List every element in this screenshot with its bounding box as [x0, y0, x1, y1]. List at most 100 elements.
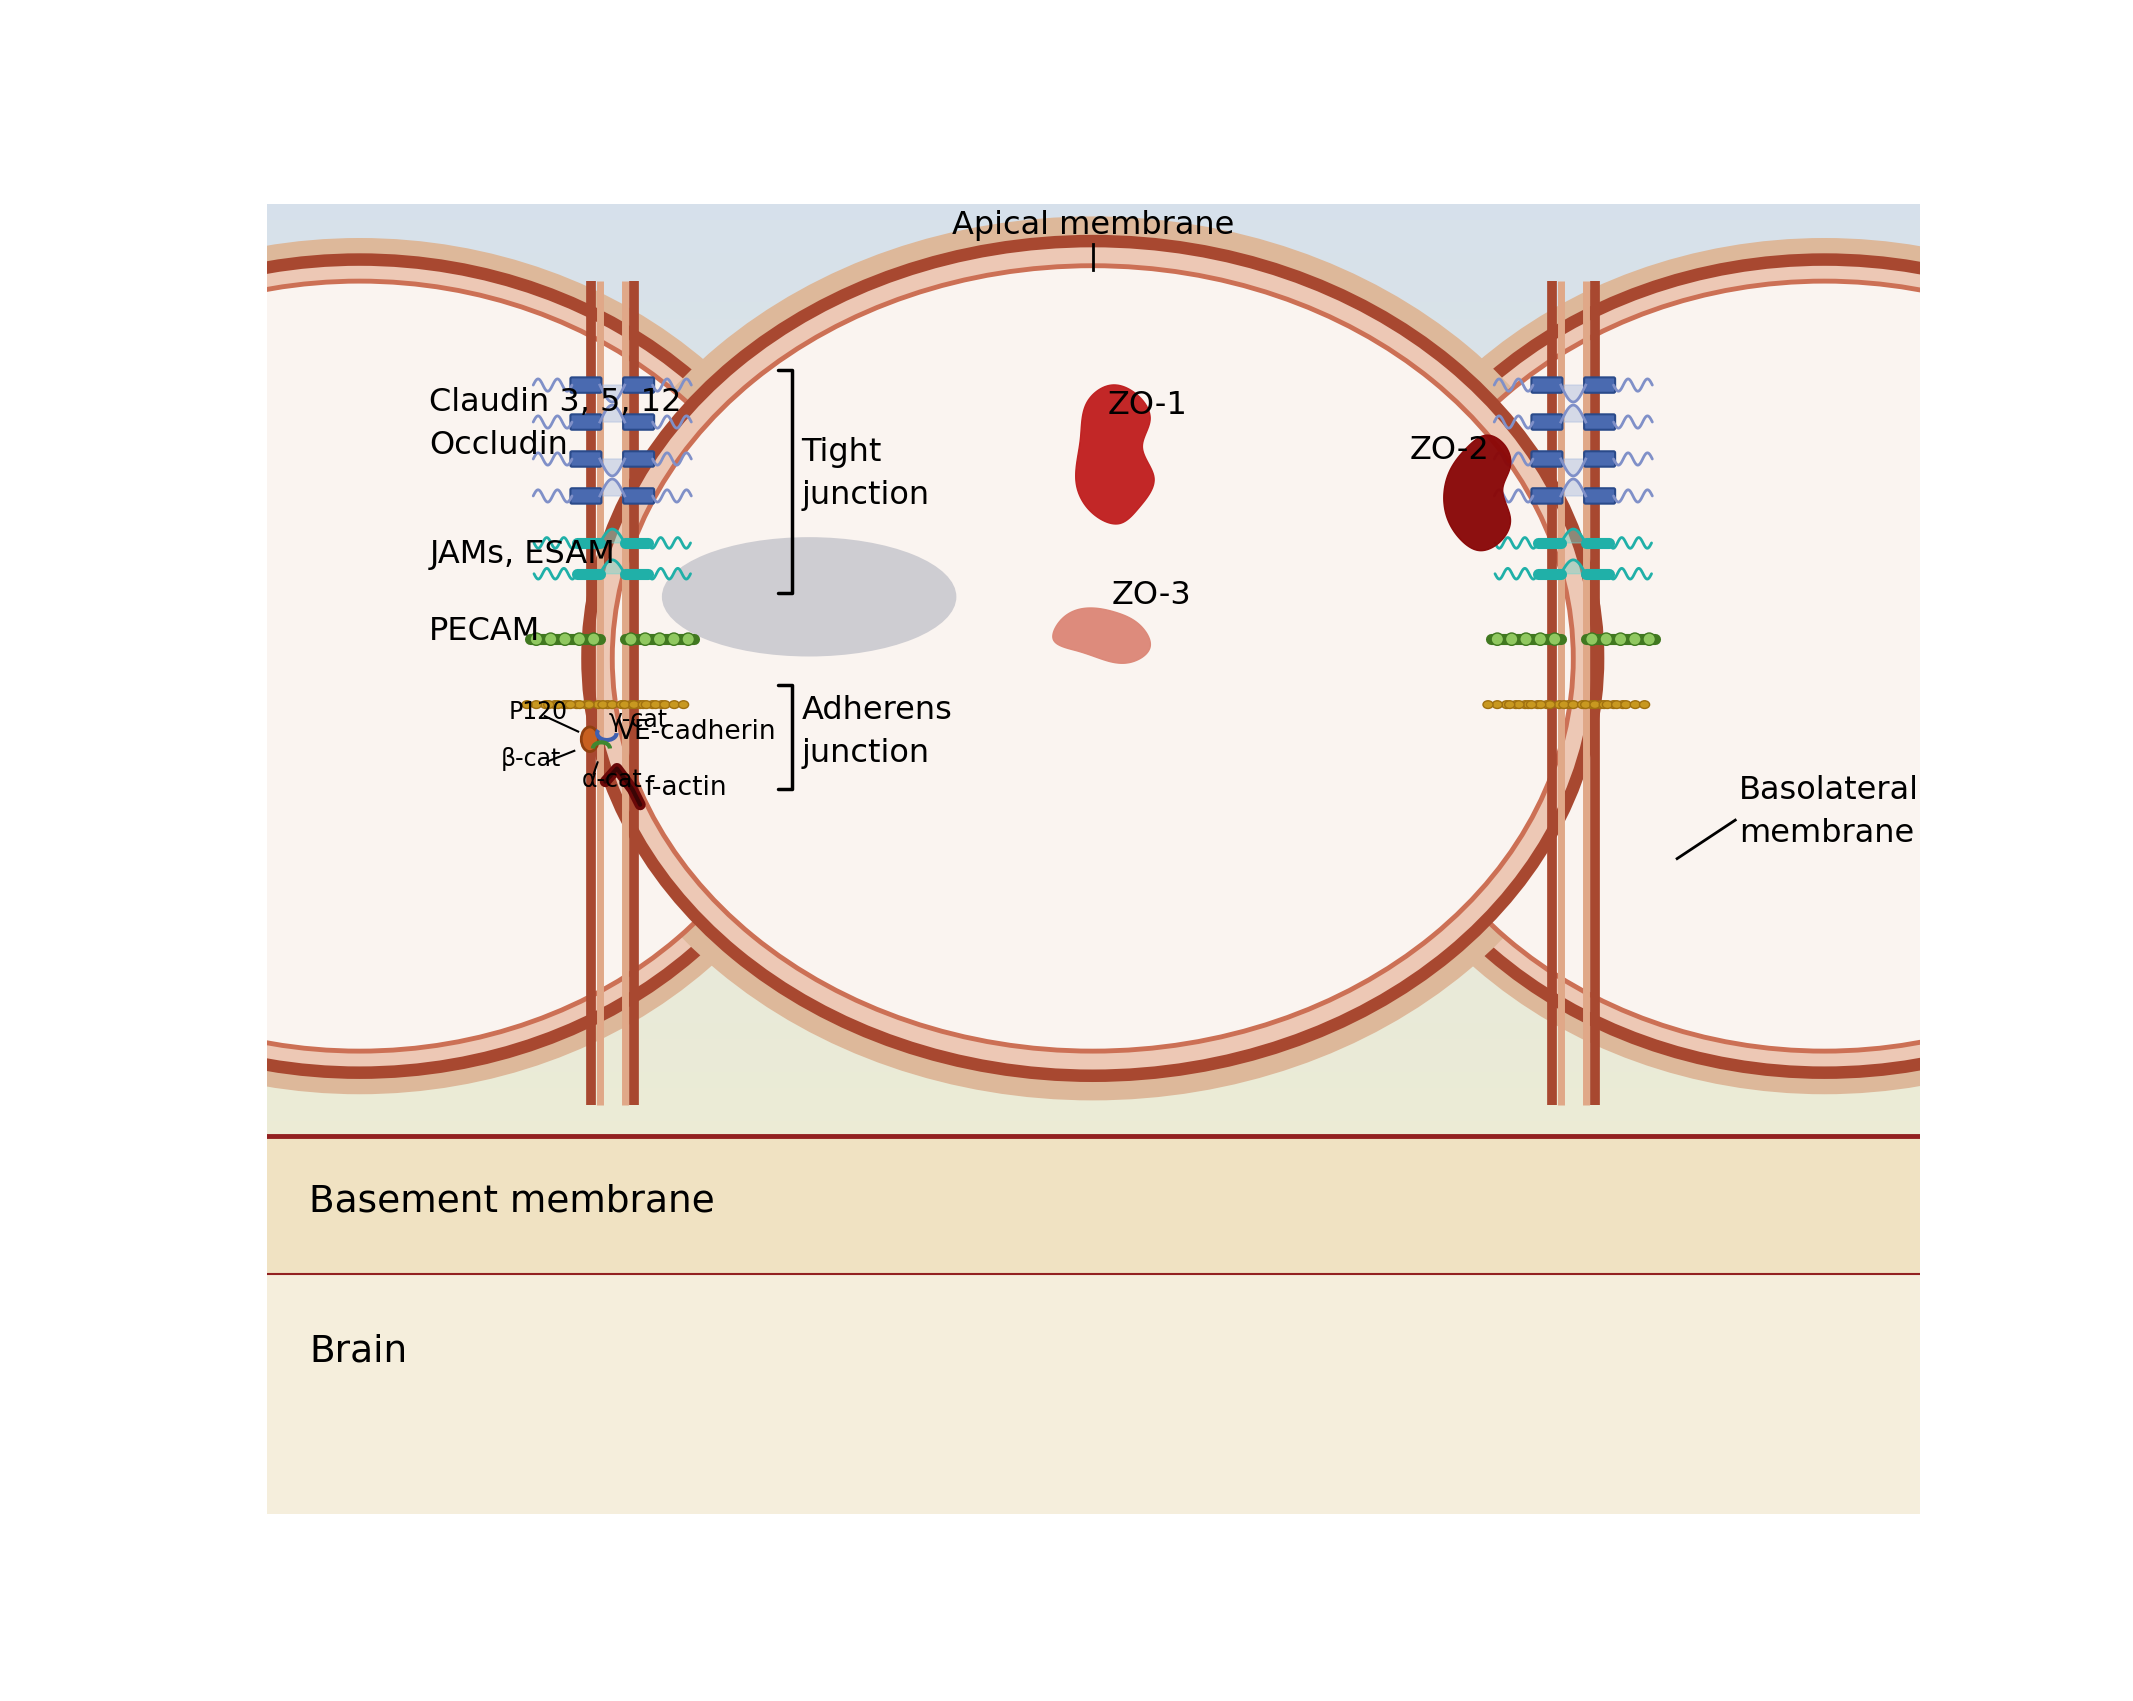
Bar	[267, 335, 1920, 352]
Ellipse shape	[1523, 701, 1534, 709]
Polygon shape	[1561, 560, 1585, 573]
Ellipse shape	[587, 242, 1598, 1075]
Ellipse shape	[1600, 701, 1608, 709]
Circle shape	[574, 633, 587, 645]
Polygon shape	[599, 480, 625, 497]
Polygon shape	[599, 529, 625, 543]
Ellipse shape	[1504, 701, 1514, 709]
Ellipse shape	[1521, 701, 1529, 709]
Ellipse shape	[1608, 701, 1619, 709]
Text: ZO-2: ZO-2	[1410, 435, 1489, 466]
Bar	[267, 1187, 1920, 1204]
Bar	[267, 236, 1920, 253]
Ellipse shape	[638, 701, 648, 709]
Bar	[267, 973, 1920, 990]
Text: Adherens
junction: Adherens junction	[802, 696, 951, 769]
Ellipse shape	[597, 701, 608, 709]
Polygon shape	[1054, 607, 1150, 663]
Text: Claudin 3, 5, 12
Occludin: Claudin 3, 5, 12 Occludin	[429, 386, 683, 461]
Circle shape	[559, 633, 572, 645]
Bar	[267, 1351, 1920, 1368]
Ellipse shape	[1559, 701, 1570, 709]
Text: f-actin: f-actin	[644, 774, 727, 801]
Ellipse shape	[1589, 701, 1600, 709]
FancyBboxPatch shape	[1531, 415, 1563, 430]
Bar	[267, 367, 1920, 384]
Bar	[267, 810, 1920, 827]
Bar	[267, 777, 1920, 794]
FancyBboxPatch shape	[1585, 451, 1615, 466]
Bar	[267, 1203, 1920, 1220]
Ellipse shape	[648, 701, 657, 709]
Bar	[267, 1089, 1920, 1106]
Ellipse shape	[531, 701, 542, 709]
Bar	[267, 1138, 1920, 1155]
Bar	[267, 679, 1920, 696]
Ellipse shape	[621, 701, 629, 709]
Ellipse shape	[1376, 281, 2133, 1051]
Text: ZO-1: ZO-1	[1107, 390, 1188, 422]
Ellipse shape	[1542, 701, 1553, 709]
Bar	[267, 1432, 1920, 1449]
Ellipse shape	[1617, 701, 1627, 709]
Bar	[267, 663, 1920, 680]
Circle shape	[1585, 633, 1598, 645]
Bar	[267, 629, 1920, 646]
FancyBboxPatch shape	[1585, 415, 1615, 430]
Text: PECAM: PECAM	[429, 616, 540, 646]
Circle shape	[683, 633, 695, 645]
Bar	[267, 941, 1920, 958]
FancyBboxPatch shape	[1531, 451, 1563, 466]
Ellipse shape	[1602, 701, 1613, 709]
Ellipse shape	[552, 701, 563, 709]
Polygon shape	[1561, 459, 1585, 476]
Ellipse shape	[678, 701, 689, 709]
Circle shape	[1630, 633, 1640, 645]
Text: Basement membrane: Basement membrane	[309, 1184, 715, 1220]
Bar	[267, 1284, 1920, 1301]
Bar	[267, 1007, 1920, 1024]
Ellipse shape	[544, 701, 555, 709]
Circle shape	[1549, 633, 1561, 645]
Bar	[267, 1055, 1920, 1073]
Text: VE-cadherin: VE-cadherin	[616, 720, 776, 745]
Bar	[267, 1334, 1920, 1351]
Ellipse shape	[550, 701, 561, 709]
Bar	[267, 286, 1920, 303]
Circle shape	[1600, 633, 1613, 645]
Ellipse shape	[0, 260, 832, 1073]
Circle shape	[625, 633, 638, 645]
Ellipse shape	[1493, 701, 1502, 709]
Bar	[267, 1072, 1920, 1089]
Bar	[267, 925, 1920, 942]
Ellipse shape	[563, 701, 572, 709]
Bar	[267, 1022, 1920, 1039]
Bar	[267, 1317, 1920, 1335]
Ellipse shape	[1536, 701, 1546, 709]
Bar	[267, 1415, 1920, 1432]
Bar	[267, 1252, 1920, 1269]
Ellipse shape	[608, 701, 616, 709]
Polygon shape	[599, 405, 625, 422]
Text: γ-cat: γ-cat	[610, 708, 668, 731]
Ellipse shape	[1563, 701, 1574, 709]
Bar	[267, 958, 1920, 975]
Bar	[267, 842, 1920, 859]
Bar	[267, 1170, 1920, 1187]
Bar	[267, 270, 1920, 287]
Bar	[267, 401, 1920, 418]
Circle shape	[640, 633, 651, 645]
Bar	[267, 303, 1920, 320]
Bar	[267, 614, 1920, 631]
Polygon shape	[1561, 529, 1585, 543]
Circle shape	[653, 633, 665, 645]
Bar	[267, 466, 1920, 483]
Text: P120: P120	[508, 701, 567, 725]
Bar	[267, 711, 1920, 728]
Bar	[267, 908, 1920, 925]
Bar	[267, 318, 1920, 335]
Ellipse shape	[1581, 701, 1591, 709]
Bar	[267, 532, 1920, 549]
Ellipse shape	[616, 701, 627, 709]
Ellipse shape	[563, 216, 1623, 1101]
